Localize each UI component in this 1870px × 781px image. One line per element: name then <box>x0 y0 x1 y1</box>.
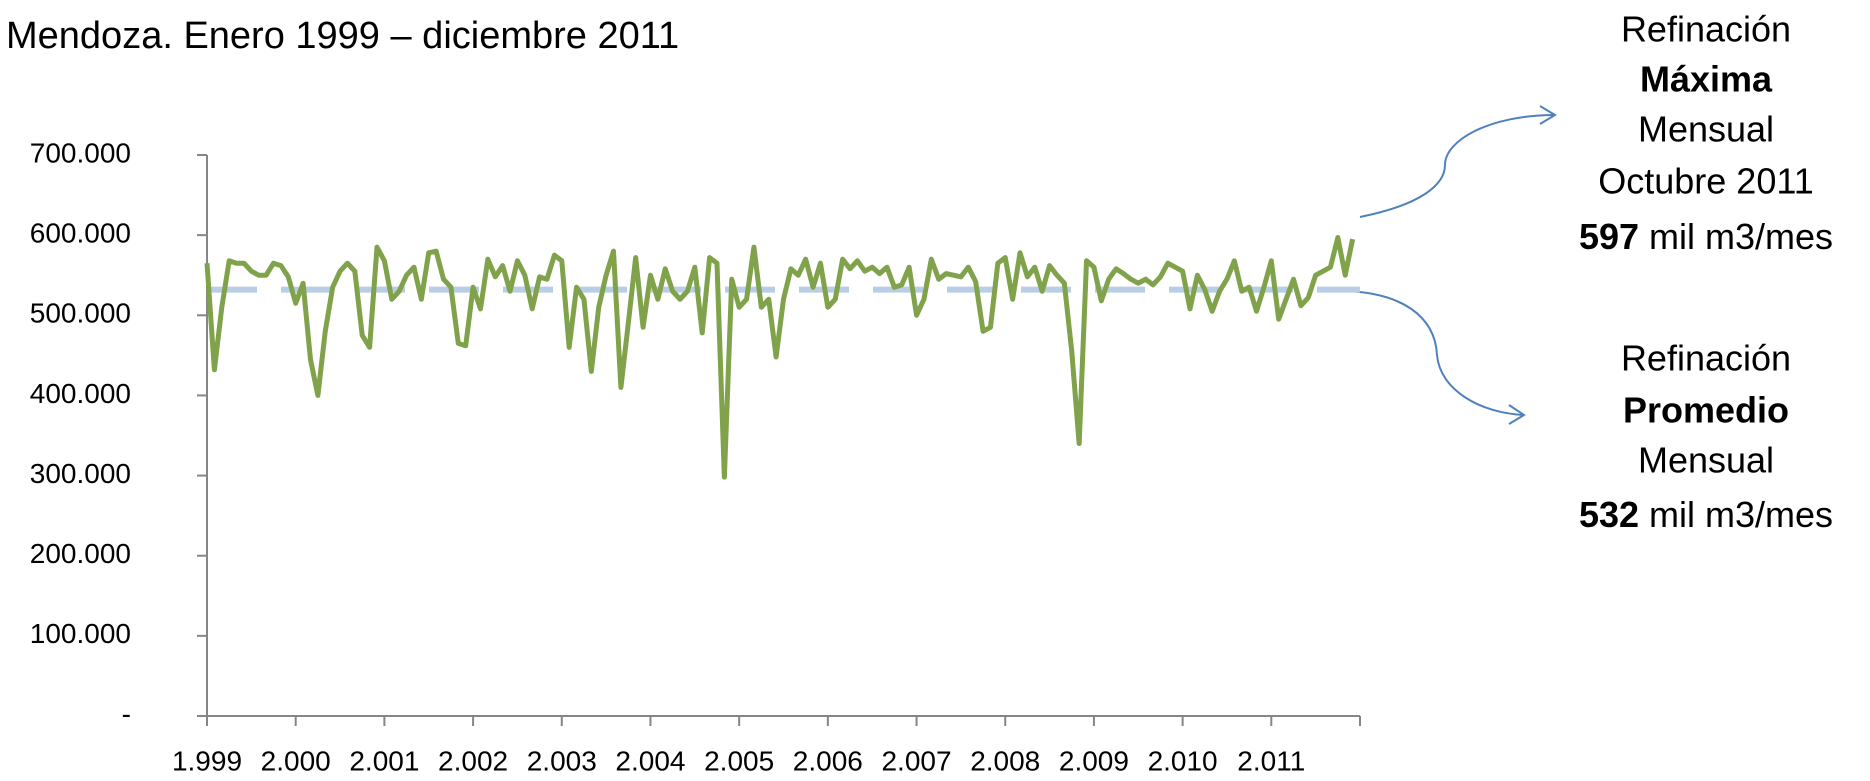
x-tick-label: 2.004 <box>615 745 685 776</box>
arrow <box>1345 290 1525 416</box>
arrow-head <box>1539 105 1557 125</box>
note-line: Mensual <box>1638 440 1774 481</box>
y-tick-label: 200.000 <box>30 538 131 569</box>
x-tick-label: 2.005 <box>704 745 774 776</box>
note-number: 597 <box>1579 216 1639 257</box>
y-tick-label: 700.000 <box>30 137 131 168</box>
x-tick-label: 1.999 <box>172 745 242 776</box>
line <box>204 235 1356 480</box>
y-tick-label: - <box>122 698 131 729</box>
x-tick-label: 2.003 <box>527 745 597 776</box>
x-tick-label: 2.002 <box>438 745 508 776</box>
note-line: Refinación <box>1621 9 1791 50</box>
y-tick-label: 300.000 <box>30 458 131 489</box>
x-tick-label: 2.007 <box>881 745 951 776</box>
arrow-head <box>1508 404 1526 425</box>
y-tick-label: 600.000 <box>30 218 131 249</box>
note-line: Mensual <box>1638 109 1774 150</box>
y-tick-label: 100.000 <box>30 618 131 649</box>
y-tick-label: 400.000 <box>30 378 131 409</box>
x-tick-label: 2.009 <box>1059 745 1129 776</box>
note-line: Máxima <box>1640 59 1773 100</box>
x-tick-label: 2.011 <box>1237 745 1305 776</box>
chart-title: Mendoza. Enero 1999 – diciembre 2011 <box>6 15 679 57</box>
x-tick-label: 2.010 <box>1148 745 1218 776</box>
x-tick-label: 2.008 <box>970 745 1040 776</box>
note-value: 532 mil m3/mes <box>1579 494 1833 535</box>
note-value: 597 mil m3/mes <box>1579 216 1833 257</box>
note-line: Promedio <box>1623 390 1789 431</box>
arrow <box>1359 114 1556 218</box>
note-unit: mil m3/mes <box>1649 494 1833 535</box>
note-unit: mil m3/mes <box>1649 216 1833 257</box>
note-line: Refinación <box>1621 338 1791 379</box>
x-tick-label: 2.001 <box>349 745 419 776</box>
x-tick-label: 2.000 <box>261 745 331 776</box>
x-tick-label: 2.006 <box>793 745 863 776</box>
y-tick-label: 500.000 <box>30 298 131 329</box>
note-number: 532 <box>1579 494 1639 535</box>
note-line: Octubre 2011 <box>1598 161 1813 202</box>
